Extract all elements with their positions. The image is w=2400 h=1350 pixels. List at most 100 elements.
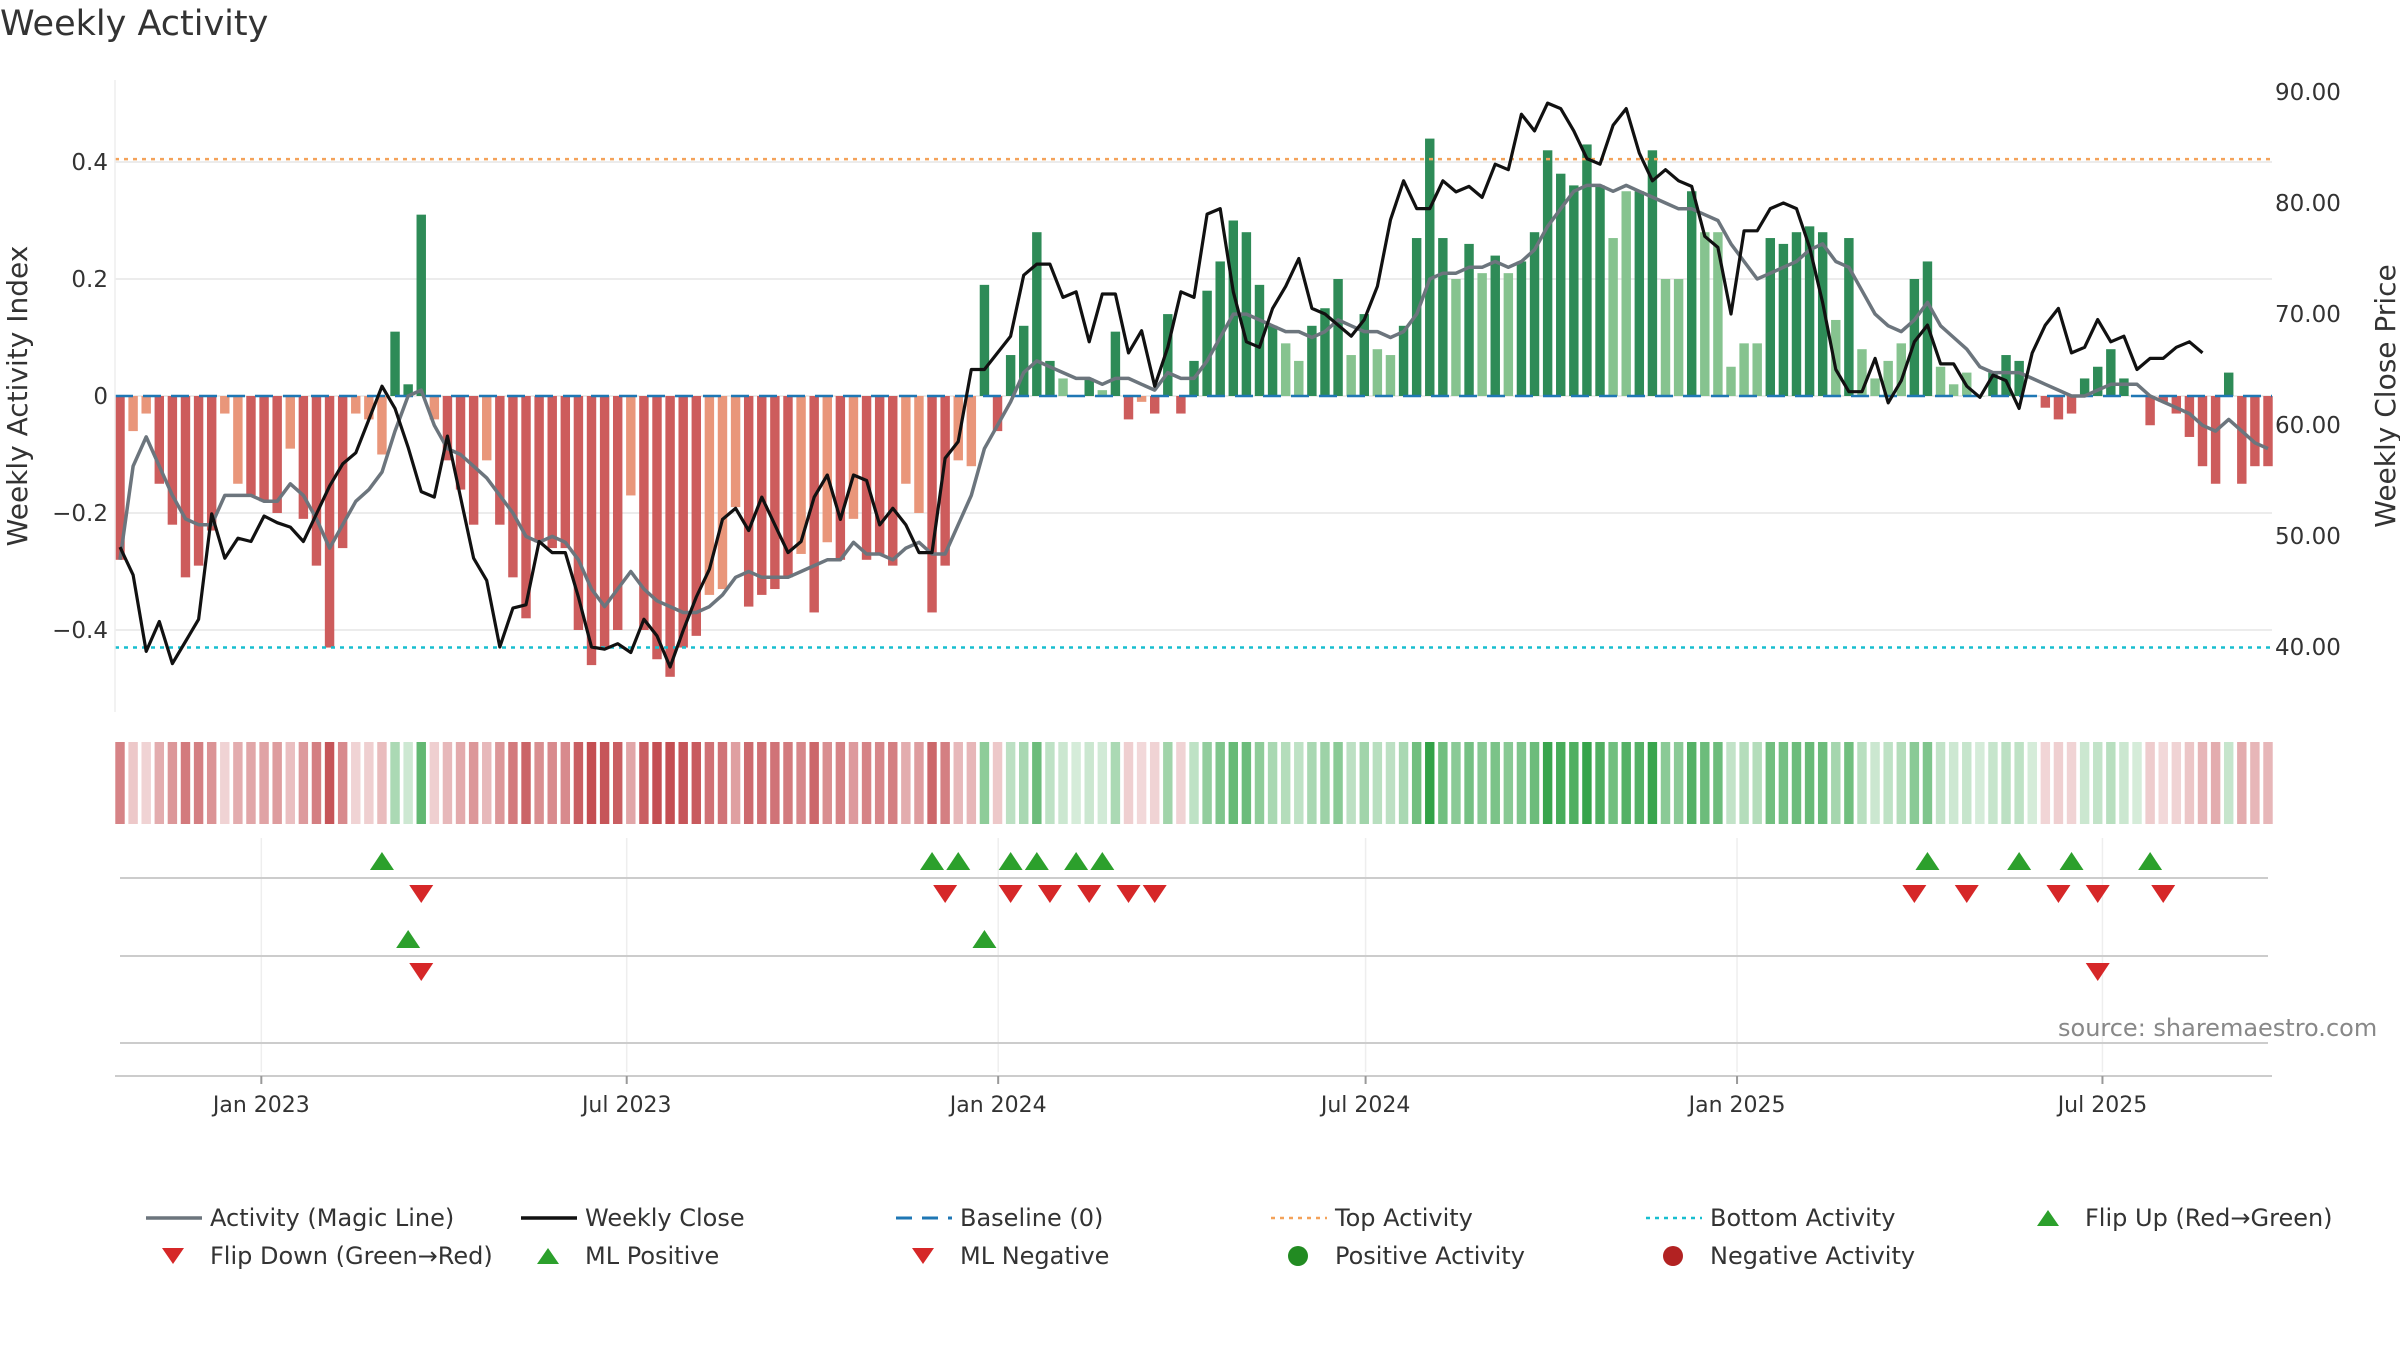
- activity-bar: [1739, 343, 1749, 396]
- activity-bar: [2250, 396, 2260, 467]
- activity-bar: [1595, 185, 1605, 396]
- activity-bar: [1490, 255, 1500, 396]
- activity-bar: [1097, 390, 1108, 396]
- activity-bar: [1425, 138, 1435, 396]
- signal-markers: [120, 852, 2268, 1044]
- heat-strip-cell: [678, 742, 688, 824]
- heat-strip-cell: [403, 742, 413, 824]
- heat-strip-cell: [534, 742, 544, 824]
- heat-strip-cell: [1307, 742, 1317, 824]
- heat-strip-cell: [586, 742, 597, 824]
- heat-strip-cell: [1739, 742, 1749, 824]
- activity-bar: [1988, 372, 1998, 396]
- y-tick-label: −0.2: [52, 501, 108, 527]
- x-tick-label: Jan 2023: [211, 1093, 310, 1118]
- heat-strip-cell: [233, 742, 243, 824]
- legend-symbol: [912, 1248, 934, 1264]
- activity-bar: [1149, 396, 1160, 414]
- heat-strip-cell: [2001, 742, 2011, 824]
- heat-strip-cell: [337, 742, 348, 824]
- heat-strip-cell: [743, 742, 754, 824]
- flip-up-marker: [2059, 852, 2084, 870]
- heat-strip-cell: [508, 742, 518, 824]
- activity-bar: [966, 396, 977, 467]
- heat-strip-cell: [1097, 742, 1108, 824]
- activity-bar: [1385, 355, 1396, 396]
- legend-symbol: [1271, 1216, 1327, 1220]
- activity-bar: [665, 396, 675, 677]
- heat-strip-cell: [2197, 742, 2208, 824]
- y2-tick-label: 70.00: [2275, 302, 2341, 328]
- activity-bar: [888, 396, 898, 566]
- heat-strip-cell: [639, 742, 649, 824]
- heat-strip-cell: [1032, 742, 1042, 824]
- heat-strip-cell: [2119, 742, 2129, 824]
- y2-tick-label: 80.00: [2275, 191, 2341, 217]
- heat-strip-cell: [1948, 742, 1959, 824]
- heat-strip-cell: [128, 742, 138, 824]
- heat-strip-cell: [1556, 742, 1566, 824]
- activity-bar: [298, 396, 309, 519]
- heat-strip-cell: [1817, 742, 1828, 824]
- heat-strip-cell: [377, 742, 387, 824]
- heat-strip-cell: [1713, 742, 1723, 824]
- heat-strip-cell: [874, 742, 885, 824]
- heat-strip-cell: [612, 742, 623, 824]
- heat-strip-cell: [2158, 742, 2168, 824]
- heat-strip-cell: [1922, 742, 1933, 824]
- heat-strip-cell: [1372, 742, 1383, 824]
- activity-bar: [678, 396, 688, 648]
- legend-symbol: [162, 1248, 184, 1264]
- activity-bar: [1542, 150, 1553, 396]
- activity-bar: [717, 396, 728, 590]
- heat-strip-cell: [2106, 742, 2116, 824]
- heat-strip-cell: [1346, 742, 1356, 824]
- activity-bar: [115, 396, 125, 560]
- heat-strip-cell: [1634, 742, 1645, 824]
- heat-strip-cell: [1909, 742, 1920, 824]
- activity-bar: [206, 396, 217, 531]
- activity-bar: [2053, 396, 2064, 420]
- heat-strip-cell: [822, 742, 832, 824]
- flip-up-marker: [1064, 852, 1089, 870]
- activity-bar: [377, 396, 387, 455]
- activity-bar: [429, 396, 440, 420]
- x-tick-label: Jan 2024: [948, 1093, 1047, 1118]
- activity-bar: [1176, 396, 1186, 414]
- heat-strip-cell: [1752, 742, 1762, 824]
- heat-strip-cell: [1686, 742, 1697, 824]
- heat-strip-cell: [1516, 742, 1527, 824]
- heat-strip-cell: [691, 742, 702, 824]
- heat-strip-cell: [311, 742, 322, 824]
- legend-symbol: [146, 1216, 202, 1220]
- legend-label: Negative Activity: [1710, 1242, 1916, 1270]
- flip-up-marker: [1090, 852, 1115, 870]
- heat-strip-cell: [1294, 742, 1304, 824]
- activity-bar: [1752, 343, 1762, 396]
- activity-bar: [914, 396, 924, 513]
- heat-strip-cell: [2132, 742, 2142, 824]
- activity-bar: [1032, 232, 1042, 396]
- activity-bar: [599, 396, 610, 648]
- activity-bar: [953, 396, 963, 461]
- heat-strip-cell: [1045, 742, 1055, 824]
- flip-down-marker: [1142, 885, 1167, 903]
- activity-bar: [1529, 232, 1540, 396]
- legend-item: Flip Up (Red→Green): [2005, 1200, 2333, 1236]
- activity-bar: [770, 396, 780, 590]
- heat-strip-cell: [1202, 742, 1212, 824]
- flip-up-marker: [1024, 852, 1049, 870]
- heat-strip-cell: [599, 742, 610, 824]
- heat-strip-cell: [455, 742, 466, 824]
- heat-strip-cell: [809, 742, 819, 824]
- heat-strip-cell: [2040, 742, 2051, 824]
- activity-bar: [927, 396, 937, 613]
- heat-strip-cell: [1660, 742, 1671, 824]
- activity-bar: [1019, 325, 1029, 396]
- activity-bar: [2197, 396, 2208, 467]
- heat-strip-cell: [979, 742, 990, 824]
- activity-bar: [1778, 243, 1789, 396]
- heat-strip-cell: [1673, 742, 1684, 824]
- activity-bar: [783, 396, 793, 578]
- flip-up-marker: [998, 852, 1023, 870]
